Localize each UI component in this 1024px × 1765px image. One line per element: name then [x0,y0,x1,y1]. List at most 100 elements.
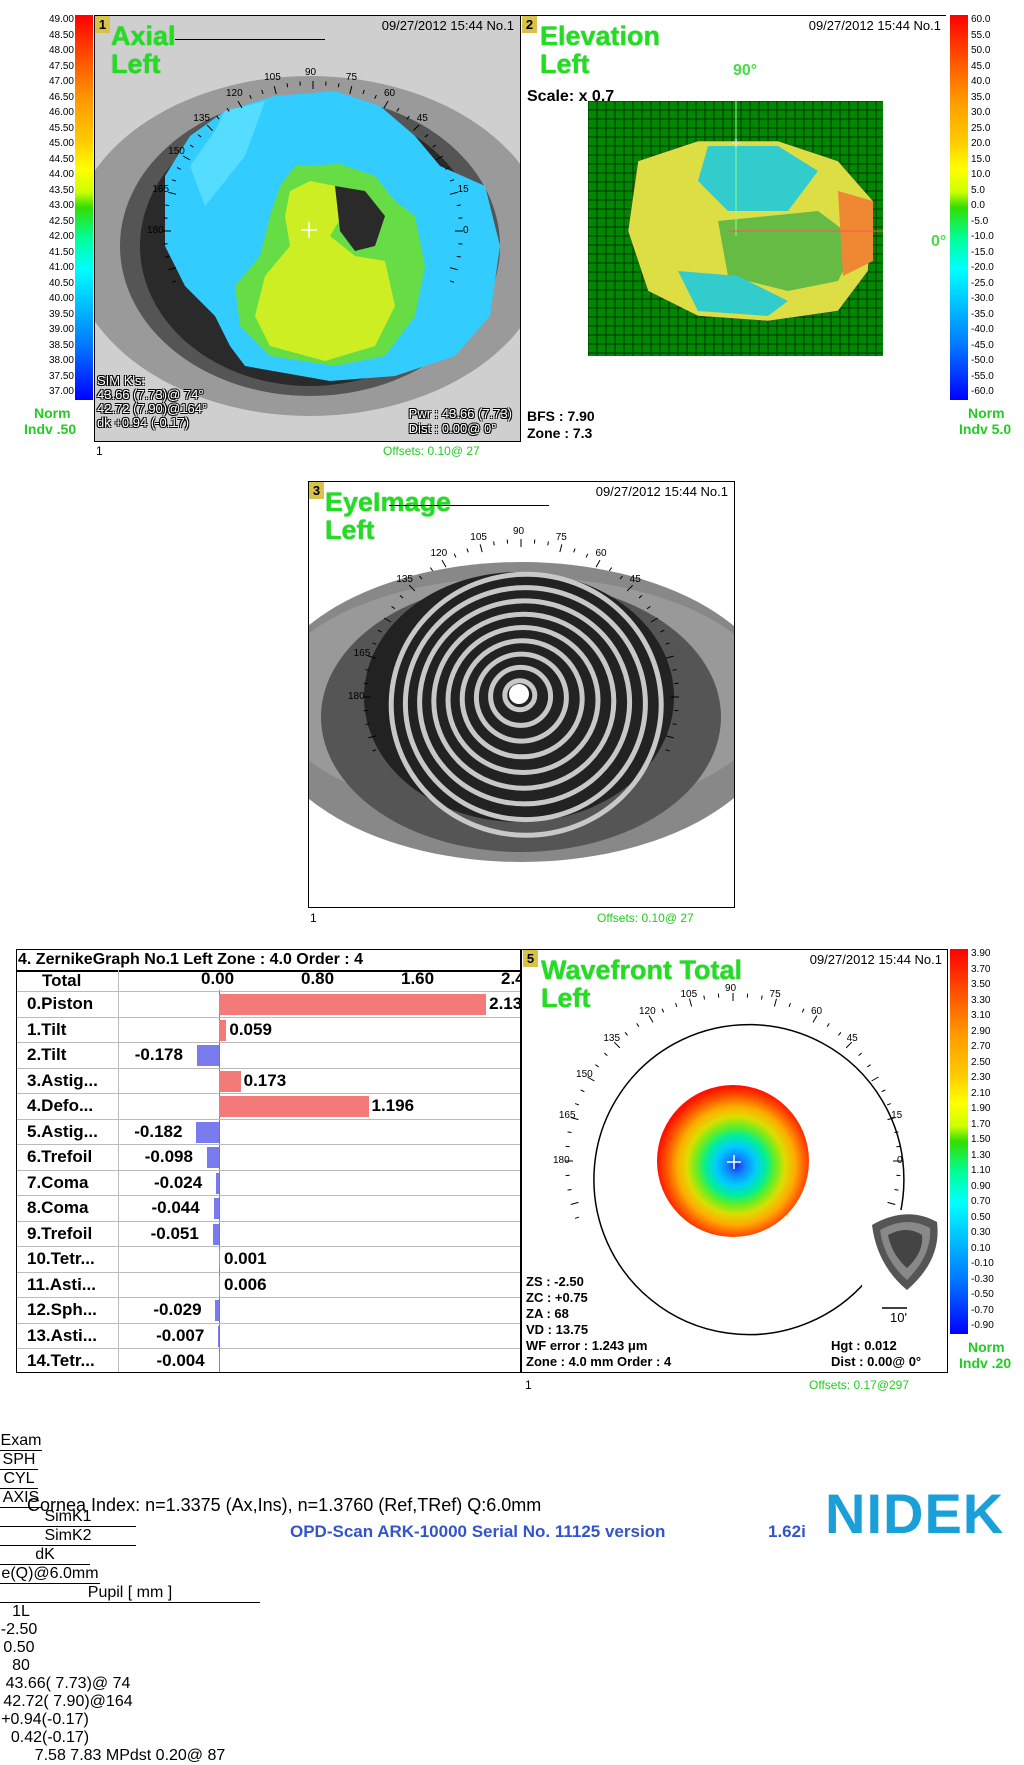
zernike-row-value: 0.001 [224,1249,267,1269]
angle-label: 60 [384,88,395,99]
zernike-row-label: 0.Piston [27,994,93,1014]
zernike-row-value: 0.006 [224,1275,267,1295]
scale-label: -0.70 [971,1306,994,1316]
scale-label: -45.0 [971,341,994,351]
zernike-row-value: 2.137 [489,994,521,1014]
axial-simk2: 42.72 (7.90)@164° [97,402,207,416]
zernike-bar [215,1300,219,1321]
summary-value-cell: 42.72( 7.90)@164 [0,1693,136,1711]
wavefront-date: 09/27/2012 15:44 No.1 [810,952,942,967]
zernike-row-value: -0.098 [145,1147,193,1167]
angle-label: 165 [354,648,371,659]
zernike-bar [219,1096,369,1117]
zernike-graph-panel[interactable]: 4. ZernikeGraph No.1 Left Zone : 4.0 Ord… [16,949,521,1373]
elevation-90-label: 90° [733,62,757,80]
zernike-row: 2.Tilt-0.178 [17,1042,521,1068]
scale-label: 50.0 [971,46,990,56]
scale-label: 37.50 [49,372,74,382]
angle-label: 75 [770,989,781,1000]
scale-label: 38.50 [49,341,74,351]
scale-label: 1.90 [971,1104,990,1114]
scale-label: 41.00 [49,263,74,273]
zernike-bar [219,1020,226,1041]
zernike-row-label: 10.Tetr... [27,1249,95,1269]
wavefront-vd: VD : 13.75 [526,1322,671,1338]
axial-dk: dk +0.94 (-0.17) [97,416,207,430]
scale-label: 2.70 [971,1042,990,1052]
zernike-row-label: 1.Tilt [27,1020,66,1040]
scale-label: 40.50 [49,279,74,289]
summary-value-cell: 1L [0,1603,42,1621]
wavefront-footer-number: 1 [525,1378,532,1392]
eye-image-title-underline [389,505,549,506]
summary-value-cell: 0.42(-0.17) [0,1729,100,1747]
zernike-row-value: -0.051 [151,1224,199,1244]
scale-label: 0.70 [971,1197,990,1207]
scale-label: 0.10 [971,1244,990,1254]
elevation-map-panel[interactable]: 2 Elevation Left 09/27/2012 15:44 No.1 S… [521,15,946,441]
scale-label: 47.00 [49,77,74,87]
elevation-badge: 2 [522,16,537,33]
zernike-row-label: 11.Asti... [27,1275,96,1295]
zernike-row-value: 1.196 [372,1096,415,1116]
zernike-bar [219,1071,241,1092]
eye-image-panel[interactable]: 3 EyeImage Left 09/27/2012 15:44 No.1 90… [308,481,735,908]
zernike-row: 7.Coma -0.024 [17,1170,521,1196]
wavefront-panel[interactable]: 5 Wavefront Total Left 09/27/2012 15:44 … [521,949,948,1373]
zernike-row-value: -0.007 [156,1326,204,1346]
zernike-row: 14.Tetr...-0.004 [17,1348,521,1373]
scale-label: 41.50 [49,248,74,258]
axial-offsets: Offsets: 0.10@ 27 [383,444,480,458]
wavefront-za: ZA : 68 [526,1306,671,1322]
zernike-row-value: -0.024 [154,1173,202,1193]
scale-label: -10.0 [971,232,994,242]
angle-label: 165 [559,1110,576,1121]
zernike-row: 3.Astig...0.173 [17,1068,521,1094]
axial-badge: 1 [95,16,110,33]
scale-label: -25.0 [971,279,994,289]
angle-label: 15 [458,184,469,195]
angle-label: 75 [346,72,357,83]
summary-header-cell: e(Q)@6.0mm [0,1565,100,1584]
wavefront-wf-error: WF error : 1.243 μm [526,1338,671,1354]
scale-label: 60.0 [971,15,990,25]
nidek-logo: NIDEK [825,1484,1004,1544]
scale-label: -55.0 [971,372,994,382]
angle-label: 150 [576,1069,593,1080]
wavefront-norm-label: Norm [968,1339,1005,1355]
zernike-bar [216,1173,219,1194]
wavefront-dist: Dist : 0.00@ 0° [831,1354,921,1370]
angle-label: 60 [596,548,607,559]
scale-label: 1.50 [971,1135,990,1145]
elevation-zone: Zone : 7.3 [527,425,592,441]
scale-label: 2.10 [971,1089,990,1099]
summary-value-cell: 7.58 7.83 MPdst 0.20@ 87 [0,1747,260,1765]
angle-label: 45 [630,574,641,585]
zernike-row-label: 5.Astig... [27,1122,98,1142]
eye-image-photo [309,482,734,907]
angle-label: 135 [603,1033,620,1044]
scale-label: 0.50 [971,1213,990,1223]
elevation-indv-label: Indv 5.0 [959,421,1011,437]
zernike-row: 10.Tetr... 0.001 [17,1246,521,1272]
axial-indv-label: Indv .50 [24,421,76,437]
scale-label: 3.70 [971,965,990,975]
axial-date: 09/27/2012 15:44 No.1 [382,18,514,33]
scale-label: 37.00 [49,387,74,397]
angle-label: 180 [553,1155,570,1166]
scale-label: 0.90 [971,1182,990,1192]
scale-label: 45.00 [49,139,74,149]
scale-label: 2.90 [971,1027,990,1037]
scale-label: 46.50 [49,93,74,103]
zernike-row-label: 2.Tilt [27,1045,66,1065]
scale-label: 42.50 [49,217,74,227]
zernike-row-label: 7.Coma [27,1173,88,1193]
scale-label: 44.50 [49,155,74,165]
scale-label: -15.0 [971,248,994,258]
scale-label: 46.00 [49,108,74,118]
wavefront-subtitle: Left [541,985,591,1012]
